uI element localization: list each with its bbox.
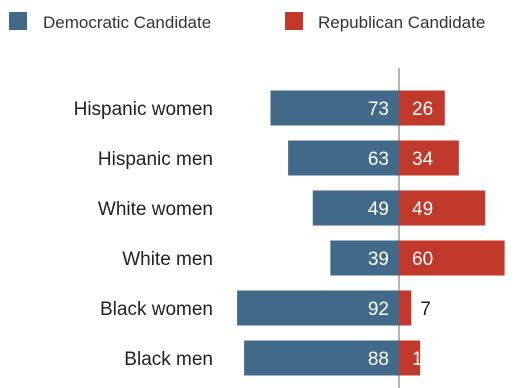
category-label-black-women: Black women bbox=[100, 299, 213, 320]
bar-republican-white-women bbox=[399, 190, 486, 226]
value-label-republican-black-men: 12 bbox=[412, 349, 433, 370]
value-label-democratic-hispanic-women: 73 bbox=[368, 99, 389, 120]
legend-label-democratic: Democratic Candidate bbox=[43, 13, 211, 32]
bar-democratic-white-women bbox=[312, 190, 399, 226]
value-label-democratic-white-men: 39 bbox=[368, 249, 389, 270]
legend-swatch-republican bbox=[285, 12, 303, 30]
bar-republican-black-men bbox=[399, 340, 421, 376]
value-label-democratic-white-women: 49 bbox=[368, 199, 389, 220]
value-label-republican-white-women: 49 bbox=[412, 199, 433, 220]
bar-democratic-black-men bbox=[244, 340, 399, 376]
value-label-democratic-black-women: 92 bbox=[368, 299, 389, 320]
category-label-hispanic-women: Hispanic women bbox=[74, 99, 213, 120]
bar-republican-black-women bbox=[399, 290, 412, 326]
bar-democratic-hispanic-men bbox=[288, 140, 399, 176]
value-label-republican-black-women: 7 bbox=[420, 299, 431, 320]
value-label-democratic-hispanic-men: 63 bbox=[368, 149, 389, 170]
bar-democratic-hispanic-women bbox=[270, 90, 399, 126]
category-label-white-women: White women bbox=[98, 199, 213, 220]
category-label-hispanic-men: Hispanic men bbox=[98, 149, 213, 170]
value-label-republican-hispanic-men: 34 bbox=[412, 149, 434, 170]
bar-republican-hispanic-men bbox=[399, 140, 459, 176]
legend-swatch-democratic bbox=[9, 12, 27, 30]
value-label-democratic-black-men: 88 bbox=[368, 349, 389, 370]
value-label-republican-white-men: 60 bbox=[412, 249, 433, 270]
value-label-republican-hispanic-women: 26 bbox=[412, 99, 433, 120]
bar-democratic-white-men bbox=[330, 240, 399, 276]
labels-group: Hispanic women 73 26 Hispanic men 63 34 White … bbox=[74, 99, 434, 370]
bars-group bbox=[237, 90, 505, 376]
bar-republican-white-men bbox=[399, 240, 505, 276]
legend: Democratic Candidate Republican Candidate bbox=[9, 12, 485, 32]
bar-democratic-black-women bbox=[237, 290, 399, 326]
legend-label-republican: Republican Candidate bbox=[318, 13, 485, 32]
category-label-white-men: White men bbox=[122, 249, 213, 270]
category-label-black-men: Black men bbox=[124, 349, 213, 370]
bar-republican-hispanic-women bbox=[399, 90, 445, 126]
